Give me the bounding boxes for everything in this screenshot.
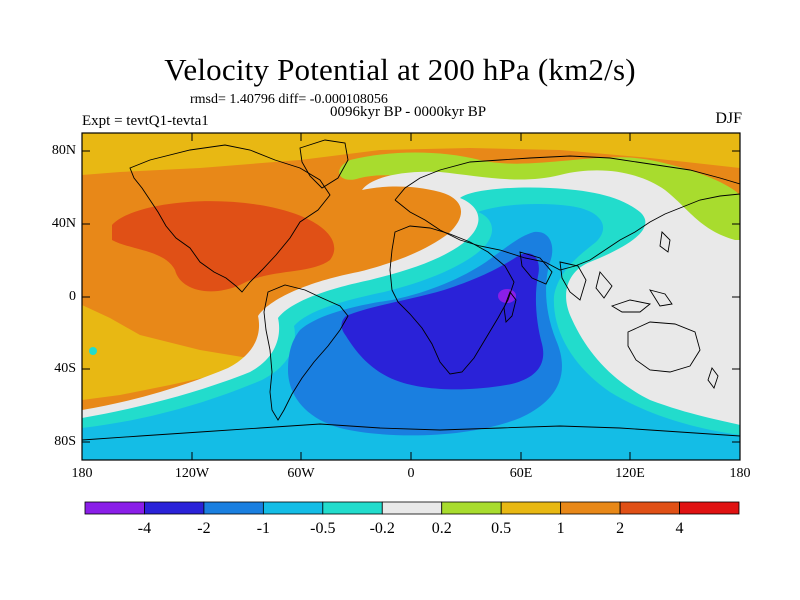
lon-label-0: 0	[407, 466, 415, 481]
stats-text: rmsd= 1.40796 diff= -0.000108056	[190, 92, 388, 107]
colorbar-swatch-8	[560, 501, 621, 515]
colorbar-label: -0.5	[310, 520, 336, 537]
lon-label-60e: 60E	[509, 466, 533, 481]
contour-band-3-america	[112, 201, 335, 292]
colorbar-swatch-9	[619, 501, 680, 515]
contour-band-1-north	[82, 133, 740, 175]
colorbar-swatch-2	[203, 501, 264, 515]
colorbar-label: 0.5	[491, 520, 512, 537]
contour-band-1-southwest	[82, 305, 260, 400]
colorbar-label: -2	[197, 520, 211, 537]
lon-label-120w: 120W	[174, 466, 210, 481]
colorbar-label: 4	[675, 520, 684, 537]
lon-ticks	[191, 133, 631, 460]
colorbar-swatch-7	[500, 501, 562, 515]
lat-ticks	[82, 150, 740, 443]
lat-label-40s: 40S	[54, 361, 76, 376]
colorbar-label: 0.2	[431, 520, 452, 537]
colorbar	[84, 501, 740, 515]
coastlines	[82, 139, 740, 441]
colorbar-swatch-4	[322, 501, 383, 515]
period-text: 0096kyr BP - 0000kyr BP	[329, 104, 487, 120]
lat-label-80s: 80S	[54, 434, 76, 449]
contour-band-neg-2	[341, 253, 544, 390]
colorbar-label: 2	[616, 520, 625, 537]
contour-field	[82, 133, 740, 460]
experiment-text: Expt = tevtQ1-tevta1	[82, 113, 209, 129]
lon-label-120e: 120E	[615, 466, 645, 481]
lon-label-60w: 60W	[287, 466, 315, 481]
lat-label-40n: 40N	[51, 216, 76, 231]
colorbar-label: 1	[556, 520, 565, 537]
lon-label-180w: 180	[71, 466, 93, 481]
colorbar-label: -1	[256, 520, 271, 537]
colorbar-swatch-1	[144, 501, 205, 515]
colorbar-label: -0.2	[369, 520, 395, 537]
lon-label-180e: 180	[729, 466, 751, 481]
colorbar-swatch-0	[84, 501, 145, 515]
lat-label-0: 0	[69, 289, 76, 304]
colorbar-swatch-5	[381, 501, 443, 515]
colorbar-swatch-3	[262, 501, 324, 515]
season-text: DJF	[715, 110, 742, 127]
lat-label-80n: 80N	[51, 143, 76, 158]
map-title: Velocity Potential at 200 hPa (km2/s)	[164, 52, 636, 87]
colorbar-swatch-6	[441, 501, 502, 515]
contour-band-neg-4	[498, 289, 516, 303]
colorbar-label: -4	[137, 520, 152, 537]
contour-spot-teal	[89, 347, 97, 355]
colorbar-swatch-10	[679, 501, 740, 515]
